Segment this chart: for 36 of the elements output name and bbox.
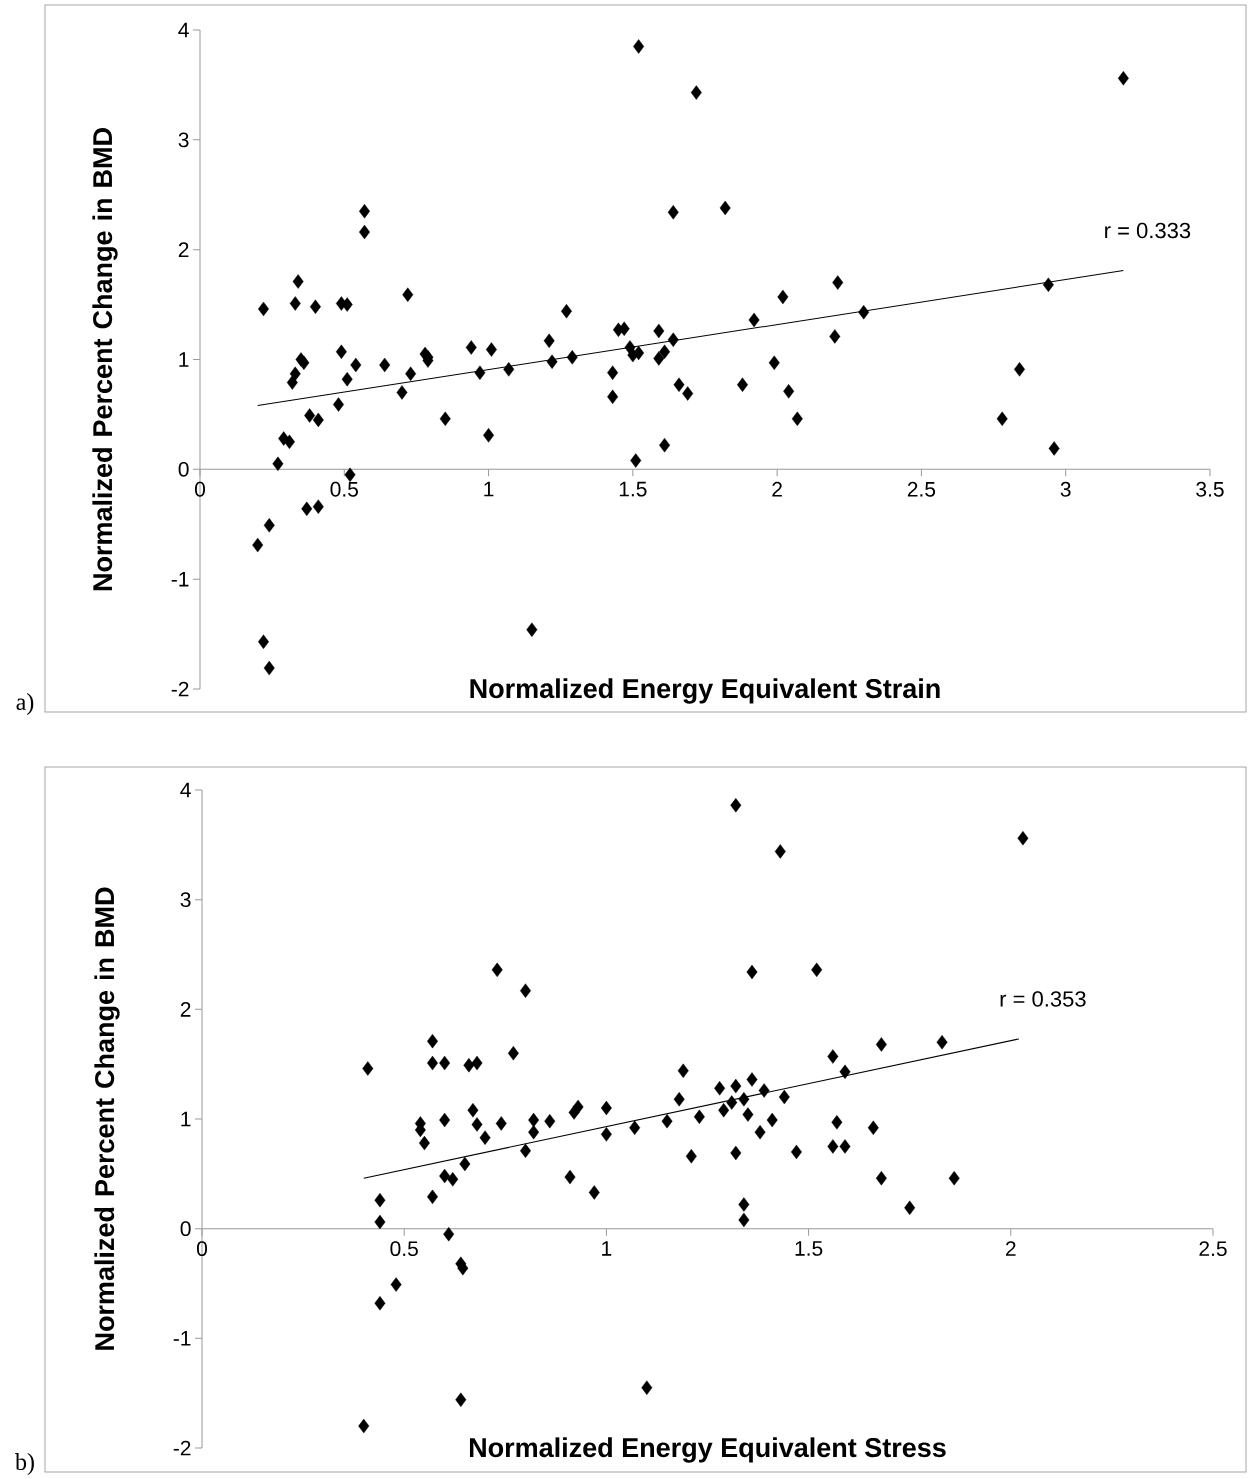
- annotation: r = 0.333: [1105, 222, 1191, 239]
- x-tick-label: 1: [484, 481, 494, 497]
- y-tick-label: 4: [180, 782, 191, 798]
- x-axis-title: Normalized Energy Equivalent Strain: [470, 678, 940, 704]
- y-tick-label: -2: [171, 681, 189, 697]
- x-tick-label: 1: [602, 1241, 612, 1256]
- x-tick-label: 3: [1060, 481, 1071, 497]
- y-tick-label: 4: [178, 22, 189, 38]
- text: a): [16, 693, 34, 715]
- y-tick-label: 0: [178, 461, 189, 477]
- y-tick-label: 3: [178, 132, 189, 148]
- text: b): [15, 1453, 34, 1475]
- y-tick-label: 1: [179, 352, 189, 367]
- y-tick-label: -1: [173, 1331, 191, 1346]
- x-tick-label: 0: [196, 1241, 208, 1257]
- y-tick-label: 2: [180, 1002, 191, 1017]
- y-tick-label: 2: [178, 242, 189, 257]
- x-tick-label: 2: [772, 481, 782, 497]
- x-tick-label: 2.5: [1199, 1241, 1227, 1257]
- x-axis-title: Normalized Energy Equivalent Stress: [469, 1437, 946, 1463]
- x-tick-label: 0.5: [330, 481, 358, 497]
- annotation: r = 0.353: [1000, 991, 1086, 1007]
- y-tick-label: 3: [180, 892, 191, 908]
- x-tick-label: 1.5: [619, 481, 647, 497]
- x-tick-label: 2: [1006, 1241, 1016, 1256]
- x-tick-label: 0.5: [390, 1241, 418, 1257]
- y-tick-label: 1: [181, 1111, 191, 1127]
- x-tick-label: 3.5: [1196, 481, 1224, 497]
- y-tick-label: -1: [171, 571, 189, 587]
- x-tick-label: 2.5: [907, 481, 936, 497]
- x-tick-label: 0: [194, 481, 206, 497]
- y-axis-title: Normalized Percent Change in BMD: [92, 128, 118, 591]
- y-axis-title: Normalized Percent Change in BMD: [94, 887, 120, 1350]
- x-tick-label: 1.5: [795, 1241, 823, 1256]
- y-tick-label: -2: [173, 1440, 191, 1456]
- y-tick-label: 0: [180, 1221, 191, 1237]
